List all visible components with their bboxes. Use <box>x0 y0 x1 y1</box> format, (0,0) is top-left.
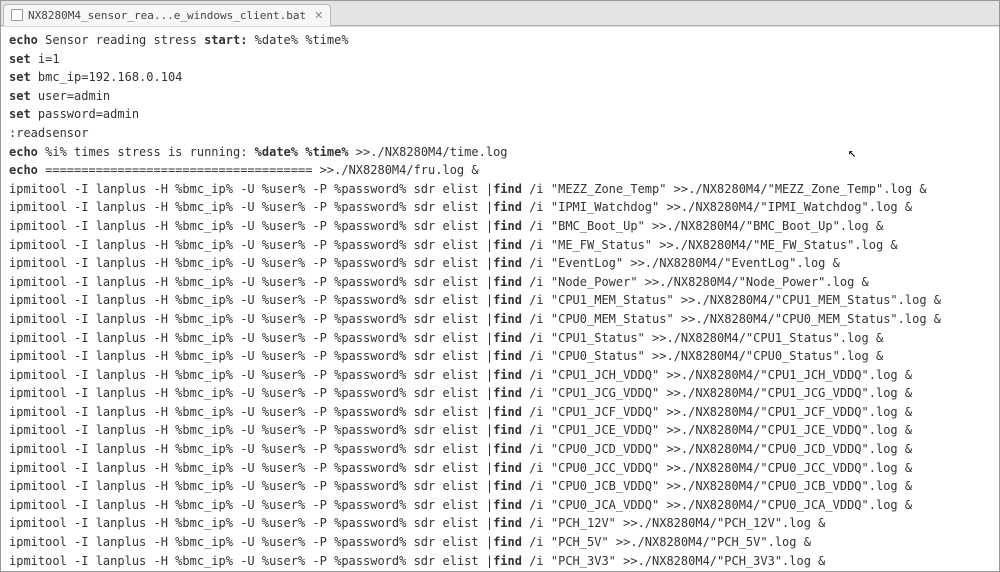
code-line: ipmitool -I lanplus -H %bmc_ip% -U %user… <box>9 310 991 329</box>
code-editor[interactable]: echo Sensor reading stress start: %date%… <box>1 26 999 571</box>
file-icon <box>11 9 23 21</box>
code-line: ipmitool -I lanplus -H %bmc_ip% -U %user… <box>9 570 991 571</box>
code-line: ipmitool -I lanplus -H %bmc_ip% -U %user… <box>9 403 991 422</box>
tab-title: NX8280M4_sensor_rea...e_windows_client.b… <box>28 9 306 22</box>
code-line: set i=1 <box>9 50 991 69</box>
code-line: ipmitool -I lanplus -H %bmc_ip% -U %user… <box>9 254 991 273</box>
code-line: ipmitool -I lanplus -H %bmc_ip% -U %user… <box>9 180 991 199</box>
code-line: ipmitool -I lanplus -H %bmc_ip% -U %user… <box>9 552 991 571</box>
tab-bar: NX8280M4_sensor_rea...e_windows_client.b… <box>1 1 999 26</box>
code-line: ipmitool -I lanplus -H %bmc_ip% -U %user… <box>9 496 991 515</box>
code-line: ipmitool -I lanplus -H %bmc_ip% -U %user… <box>9 459 991 478</box>
code-line: set bmc_ip=192.168.0.104 <box>9 68 991 87</box>
code-line: set password=admin <box>9 105 991 124</box>
code-line: :readsensor <box>9 124 991 143</box>
code-line: echo %i% times stress is running: %date%… <box>9 143 991 162</box>
code-line: ipmitool -I lanplus -H %bmc_ip% -U %user… <box>9 477 991 496</box>
code-line: ipmitool -I lanplus -H %bmc_ip% -U %user… <box>9 347 991 366</box>
code-line: echo ===================================… <box>9 161 991 180</box>
code-line: ipmitool -I lanplus -H %bmc_ip% -U %user… <box>9 421 991 440</box>
file-tab[interactable]: NX8280M4_sensor_rea...e_windows_client.b… <box>3 4 331 26</box>
close-icon[interactable]: ✕ <box>314 9 323 22</box>
code-line: ipmitool -I lanplus -H %bmc_ip% -U %user… <box>9 329 991 348</box>
code-line: ipmitool -I lanplus -H %bmc_ip% -U %user… <box>9 533 991 552</box>
code-line: ipmitool -I lanplus -H %bmc_ip% -U %user… <box>9 366 991 385</box>
code-line: ipmitool -I lanplus -H %bmc_ip% -U %user… <box>9 273 991 292</box>
code-line: ipmitool -I lanplus -H %bmc_ip% -U %user… <box>9 217 991 236</box>
mouse-cursor: ↖ <box>848 145 856 161</box>
code-line: ipmitool -I lanplus -H %bmc_ip% -U %user… <box>9 440 991 459</box>
code-line: echo Sensor reading stress start: %date%… <box>9 31 991 50</box>
code-line: ipmitool -I lanplus -H %bmc_ip% -U %user… <box>9 236 991 255</box>
code-line: set user=admin <box>9 87 991 106</box>
editor-window: NX8280M4_sensor_rea...e_windows_client.b… <box>0 0 1000 572</box>
code-line: ipmitool -I lanplus -H %bmc_ip% -U %user… <box>9 291 991 310</box>
code-line: ipmitool -I lanplus -H %bmc_ip% -U %user… <box>9 384 991 403</box>
code-line: ipmitool -I lanplus -H %bmc_ip% -U %user… <box>9 514 991 533</box>
code-line: ipmitool -I lanplus -H %bmc_ip% -U %user… <box>9 198 991 217</box>
